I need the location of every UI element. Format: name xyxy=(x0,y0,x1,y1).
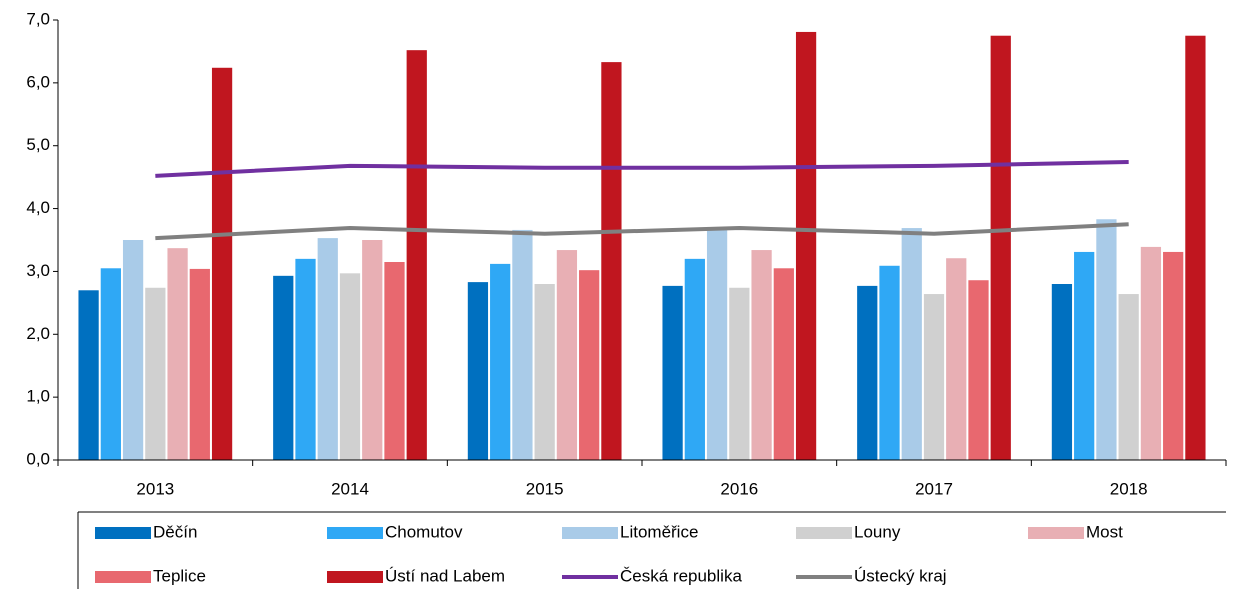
bar xyxy=(706,229,728,460)
legend-swatch xyxy=(95,571,151,583)
bar xyxy=(795,31,817,460)
line xyxy=(155,160,1129,178)
legend-label: Česká republika xyxy=(620,566,742,585)
legend-swatch xyxy=(796,527,852,539)
y-tick-label: 0,0 xyxy=(26,449,50,468)
x-tick-label: 2015 xyxy=(526,479,564,498)
legend-label: Most xyxy=(1086,522,1123,541)
x-tick-label: 2013 xyxy=(136,479,174,498)
y-tick-label: 5,0 xyxy=(26,135,50,154)
y-tick-label: 4,0 xyxy=(26,198,50,217)
x-tick-label: 2018 xyxy=(1110,479,1148,498)
bar xyxy=(579,270,600,460)
x-tick-label: 2016 xyxy=(720,479,758,498)
bar xyxy=(512,229,533,460)
legend-label: Litoměřice xyxy=(620,522,698,541)
bar xyxy=(384,262,405,460)
bar xyxy=(534,284,555,460)
legend-label: Děčín xyxy=(153,522,197,541)
bar xyxy=(662,285,683,460)
bar xyxy=(601,62,622,460)
bar xyxy=(467,282,489,460)
y-tick-label: 2,0 xyxy=(26,324,50,343)
bar xyxy=(189,268,210,460)
legend-swatch xyxy=(327,527,383,539)
bar xyxy=(1140,246,1162,460)
bar xyxy=(729,287,750,460)
bar xyxy=(1074,251,1095,460)
bar xyxy=(317,238,338,460)
bar xyxy=(857,285,878,460)
bar xyxy=(968,280,989,460)
bar xyxy=(684,258,705,460)
bar xyxy=(773,268,794,460)
bar xyxy=(339,273,361,460)
bar xyxy=(1096,219,1117,460)
bar xyxy=(490,263,511,460)
legend-swatch xyxy=(1028,527,1084,539)
bar xyxy=(923,294,945,460)
bar xyxy=(167,248,188,460)
legend-label: Teplice xyxy=(153,566,206,585)
y-tick-label: 3,0 xyxy=(26,261,50,280)
bar xyxy=(145,287,166,460)
legend-label: Louny xyxy=(854,522,901,541)
y-tick-label: 7,0 xyxy=(26,9,50,28)
bar xyxy=(1185,35,1206,460)
legend-swatch xyxy=(95,527,151,539)
bar xyxy=(406,50,427,461)
bar xyxy=(556,250,578,460)
bar xyxy=(901,228,922,460)
legend-label: Ústecký kraj xyxy=(854,566,947,585)
bar xyxy=(211,67,233,461)
legend-label: Chomutov xyxy=(385,522,463,541)
x-tick-label: 2014 xyxy=(331,479,369,498)
bar xyxy=(990,35,1011,460)
legend-label: Ústí nad Labem xyxy=(385,566,505,585)
bar xyxy=(1163,251,1184,460)
bar xyxy=(1118,294,1139,460)
y-tick-label: 6,0 xyxy=(26,72,50,91)
bar xyxy=(879,265,900,460)
bar xyxy=(1051,284,1073,460)
x-tick-label: 2017 xyxy=(915,479,953,498)
bar xyxy=(273,275,294,460)
bar xyxy=(362,240,383,460)
y-tick-label: 1,0 xyxy=(26,387,50,406)
bar xyxy=(946,258,967,460)
legend-swatch xyxy=(327,571,383,583)
bar xyxy=(100,268,121,460)
bar xyxy=(78,290,99,460)
bar xyxy=(295,258,316,460)
legend-swatch xyxy=(562,527,618,539)
bar xyxy=(122,240,144,460)
bar xyxy=(751,250,772,460)
line xyxy=(155,222,1129,241)
